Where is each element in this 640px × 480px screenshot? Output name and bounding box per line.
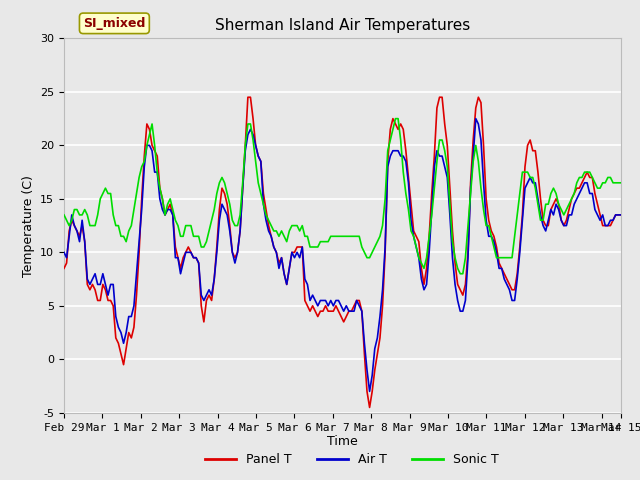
Text: SI_mixed: SI_mixed — [83, 17, 145, 30]
X-axis label: Time: Time — [327, 435, 358, 448]
Title: Sherman Island Air Temperatures: Sherman Island Air Temperatures — [215, 18, 470, 33]
Y-axis label: Temperature (C): Temperature (C) — [22, 175, 35, 276]
Legend: Panel T, Air T, Sonic T: Panel T, Air T, Sonic T — [200, 448, 504, 471]
